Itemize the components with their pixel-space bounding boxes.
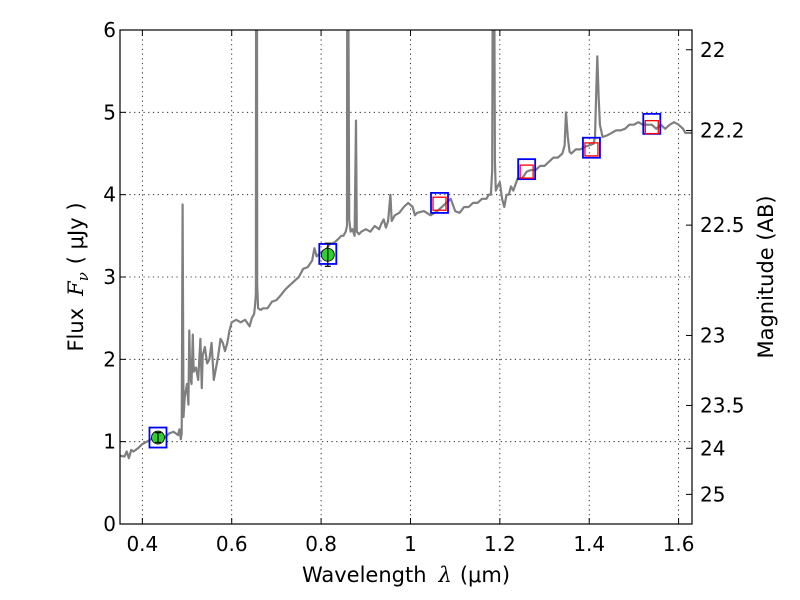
upper-limit-marker <box>432 196 447 211</box>
y-axis-label: FluxFν( μJy ) <box>64 202 92 351</box>
y2-tick-label: 22.2 <box>700 118 745 142</box>
model-flux-box <box>582 136 601 159</box>
x-tick-label: 1.6 <box>663 532 695 556</box>
y-tick-labels: 0 1 2 3 4 5 6 <box>103 18 116 536</box>
y2-tick-label: 25 <box>700 482 725 506</box>
upper-limit-marker <box>644 120 659 135</box>
x-tick-label: 0.8 <box>305 532 337 556</box>
y2-axis-label: Magnitude (AB) <box>754 195 778 358</box>
y2-tick-labels: 22 22.2 22.5 23 23.5 24 25 <box>700 38 745 507</box>
y-tick-label: 4 <box>103 183 116 207</box>
x-tick-label: 1.2 <box>484 532 516 556</box>
x-axis-label: Wavelength λ (μm) <box>302 563 510 587</box>
upper-limit-marker <box>519 164 534 179</box>
y-tick-label: 5 <box>103 100 116 124</box>
x-tick-label: 1.4 <box>573 532 605 556</box>
y2-tick-label: 22.5 <box>700 213 745 237</box>
tick-marks <box>120 29 692 525</box>
upper-limit-marker <box>584 142 599 157</box>
model-flux-box <box>148 426 168 449</box>
grid-lines <box>120 29 692 525</box>
y-tick-label: 3 <box>103 265 116 289</box>
x-tick-labels: 0.4 0.6 0.8 1 1.2 1.4 1.6 <box>126 532 694 556</box>
y2-tick-label: 24 <box>700 436 725 460</box>
x-tick-label: 1 <box>404 532 417 556</box>
marker-layer <box>148 112 662 449</box>
y2-tick-label: 23 <box>700 323 725 347</box>
y-tick-label: 0 <box>103 512 116 536</box>
model-flux-box <box>517 158 537 181</box>
model-flux-box <box>430 191 449 214</box>
y2-tick-label: 23.5 <box>700 393 745 417</box>
y-tick-label: 6 <box>103 18 116 42</box>
x-tick-label: 0.6 <box>216 532 248 556</box>
spectrum-layer <box>120 30 692 460</box>
y-tick-label: 2 <box>103 347 116 371</box>
y-tick-label: 1 <box>103 430 116 454</box>
spectrum-line <box>120 30 692 460</box>
y2-tick-label: 22 <box>700 38 725 62</box>
x-tick-label: 0.4 <box>126 532 158 556</box>
